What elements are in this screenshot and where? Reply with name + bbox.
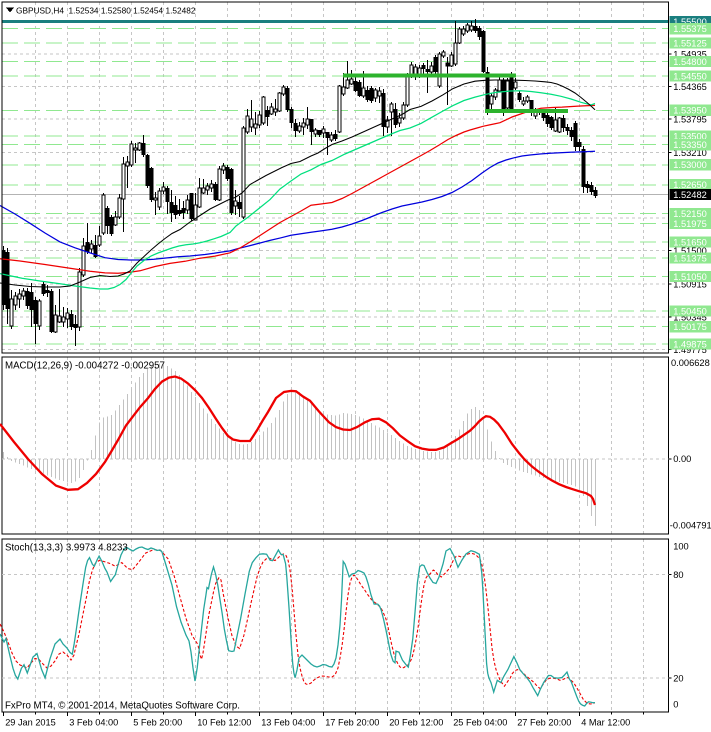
svg-text:1.53210: 1.53210: [673, 148, 707, 158]
svg-text:1.55125: 1.55125: [673, 38, 707, 48]
svg-text:1.53795: 1.53795: [673, 115, 707, 125]
svg-text:-0.004791: -0.004791: [670, 520, 711, 530]
svg-text:1.50175: 1.50175: [673, 322, 707, 332]
svg-text:0.006628: 0.006628: [671, 358, 710, 368]
svg-text:100: 100: [673, 541, 689, 551]
svg-text:27 Feb 20:00: 27 Feb 20:00: [517, 718, 571, 728]
svg-text:1.51050: 1.51050: [673, 272, 707, 282]
svg-text:1.53000: 1.53000: [673, 160, 707, 170]
svg-text:20 Feb 12:00: 20 Feb 12:00: [389, 718, 443, 728]
svg-text:3 Feb 04:00: 3 Feb 04:00: [69, 718, 118, 728]
svg-text:1.55375: 1.55375: [673, 24, 707, 34]
svg-text:13 Feb 04:00: 13 Feb 04:00: [261, 718, 315, 728]
svg-text:1.52650: 1.52650: [673, 180, 707, 190]
svg-text:1.54365: 1.54365: [673, 82, 707, 92]
svg-text:1.55500: 1.55500: [673, 17, 707, 27]
svg-text:1.49775: 1.49775: [673, 345, 707, 355]
svg-text:1.52150: 1.52150: [673, 209, 707, 219]
svg-text:17 Feb 20:00: 17 Feb 20:00: [325, 718, 379, 728]
svg-text:80: 80: [673, 570, 683, 580]
svg-text:1.49875: 1.49875: [673, 339, 707, 349]
svg-text:1.54550: 1.54550: [673, 71, 707, 81]
svg-text:4 Mar 12:00: 4 Mar 12:00: [581, 718, 630, 728]
svg-text:1.54935: 1.54935: [673, 49, 707, 59]
svg-text:1.51500: 1.51500: [673, 246, 707, 256]
svg-text:0: 0: [673, 699, 678, 709]
svg-text:20: 20: [673, 673, 683, 683]
svg-text:0.00: 0.00: [673, 454, 691, 464]
svg-text:MACD(12,26,9) -0.004272 -0.002: MACD(12,26,9) -0.004272 -0.002957: [5, 361, 165, 372]
svg-text:25 Feb 04:00: 25 Feb 04:00: [453, 718, 507, 728]
svg-text:1.51650: 1.51650: [673, 238, 707, 248]
svg-text:1.54800: 1.54800: [673, 57, 707, 67]
svg-text:1.51975: 1.51975: [673, 219, 707, 229]
svg-text:1.53950: 1.53950: [673, 106, 707, 116]
svg-text:1.50345: 1.50345: [673, 312, 707, 322]
svg-text:1.53350: 1.53350: [673, 140, 707, 150]
svg-text:5 Feb 20:00: 5 Feb 20:00: [133, 718, 182, 728]
svg-text:1.50450: 1.50450: [673, 306, 707, 316]
svg-text:1.53500: 1.53500: [673, 132, 707, 142]
svg-text:1.52482: 1.52482: [673, 190, 707, 200]
svg-text:1.51375: 1.51375: [673, 253, 707, 263]
svg-text:29 Jan 2015: 29 Jan 2015: [5, 718, 56, 728]
svg-text:Stoch(13,3,3) 3.9973 4.8233: Stoch(13,3,3) 3.9973 4.8233: [5, 543, 128, 554]
svg-text:GBPUSD,H4 1.52534 1.52580 1.5: GBPUSD,H4 1.52534 1.52580 1.52454 1.5248…: [16, 6, 196, 16]
svg-text:10 Feb 12:00: 10 Feb 12:00: [197, 718, 251, 728]
svg-text:FxPro MT4, © 2001-2014, MetaQu: FxPro MT4, © 2001-2014, MetaQuotes Softw…: [5, 701, 240, 712]
svg-text:1.50915: 1.50915: [673, 280, 707, 290]
